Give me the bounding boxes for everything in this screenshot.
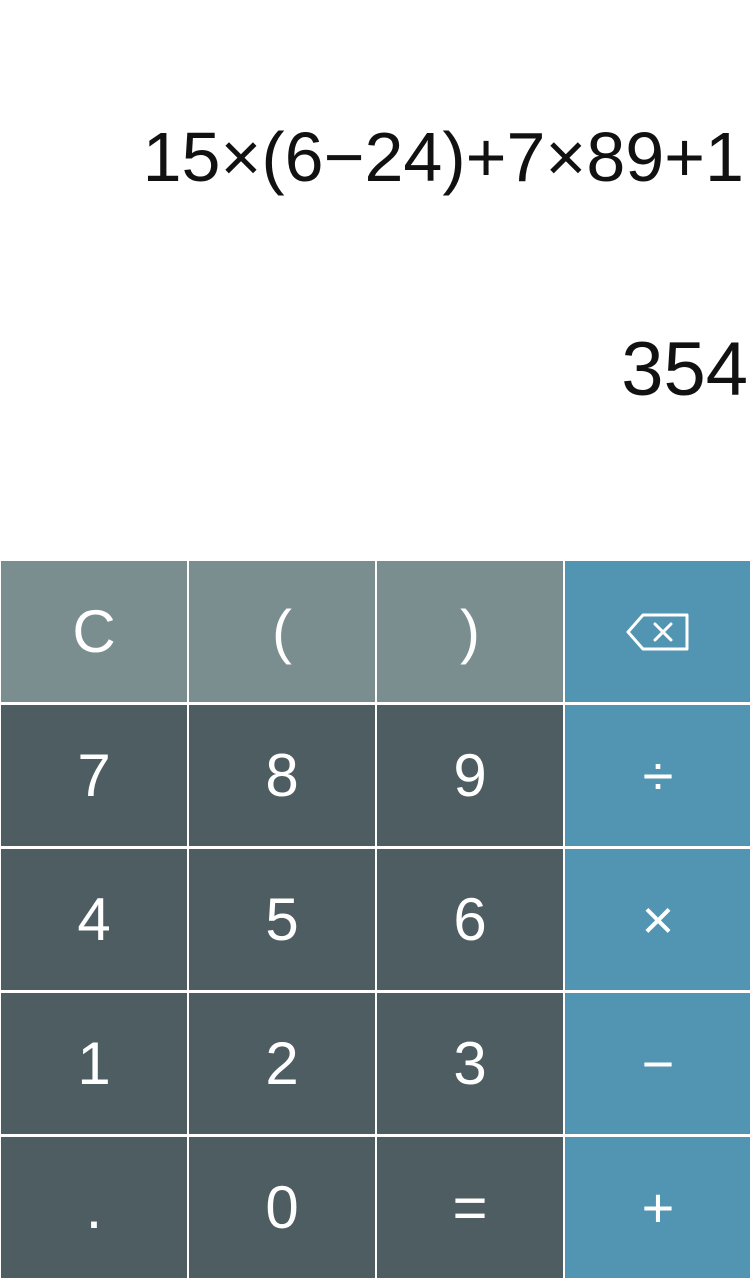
divide-button[interactable]: ÷: [565, 705, 750, 846]
decimal-point-button[interactable]: .: [1, 1137, 187, 1278]
result-text: 354: [621, 327, 748, 412]
backspace-icon: [625, 612, 691, 652]
digit-2-button[interactable]: 2: [189, 993, 375, 1134]
digit-8-button[interactable]: 8: [189, 705, 375, 846]
digit-5-button[interactable]: 5: [189, 849, 375, 990]
multiply-button[interactable]: ×: [565, 849, 750, 990]
clear-button[interactable]: C: [1, 561, 187, 702]
calculator-display: 15×(6−24)+7×89+1 354: [0, 0, 750, 560]
digit-9-button[interactable]: 9: [377, 705, 563, 846]
digit-1-button[interactable]: 1: [1, 993, 187, 1134]
plus-button[interactable]: +: [565, 1137, 750, 1278]
backspace-button[interactable]: [565, 561, 750, 702]
keypad: C ( ) 7 8 9 ÷ 4 5 6 × 1 2 3 − . 0 = +: [0, 560, 750, 1280]
digit-7-button[interactable]: 7: [1, 705, 187, 846]
digit-6-button[interactable]: 6: [377, 849, 563, 990]
minus-button[interactable]: −: [565, 993, 750, 1134]
equals-button[interactable]: =: [377, 1137, 563, 1278]
digit-3-button[interactable]: 3: [377, 993, 563, 1134]
digit-4-button[interactable]: 4: [1, 849, 187, 990]
digit-0-button[interactable]: 0: [189, 1137, 375, 1278]
close-paren-button[interactable]: ): [377, 561, 563, 702]
open-paren-button[interactable]: (: [189, 561, 375, 702]
expression-text: 15×(6−24)+7×89+1: [142, 118, 744, 196]
